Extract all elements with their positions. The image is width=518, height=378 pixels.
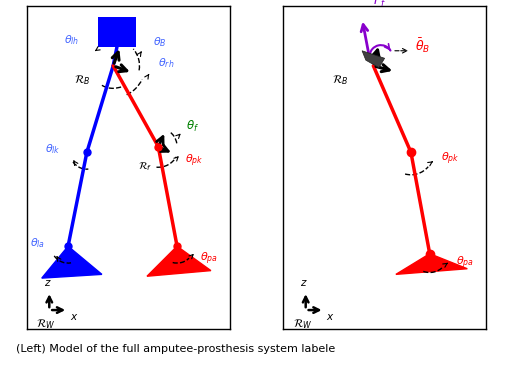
Text: $\mathcal{R}_B$: $\mathcal{R}_B$ [333, 73, 349, 87]
Text: $z$: $z$ [44, 279, 51, 288]
Text: $\bar{\theta}_B$: $\bar{\theta}_B$ [415, 36, 430, 55]
Text: (Left) Model of the full amputee-prosthesis system labele: (Left) Model of the full amputee-prosthe… [16, 344, 335, 354]
Text: $\theta_{la}$: $\theta_{la}$ [31, 236, 46, 250]
Text: $\theta_{pa}$: $\theta_{pa}$ [199, 251, 218, 267]
Text: $x$: $x$ [326, 312, 335, 322]
Text: $F_f$: $F_f$ [373, 0, 387, 9]
Text: $\mathcal{R}_f$: $\mathcal{R}_f$ [138, 160, 153, 172]
Text: $\theta_B$: $\theta_B$ [153, 35, 166, 49]
Polygon shape [362, 51, 384, 68]
Text: $\mathcal{R}_W$: $\mathcal{R}_W$ [36, 318, 55, 332]
Text: $\mathcal{R}_W$: $\mathcal{R}_W$ [293, 318, 312, 332]
Polygon shape [147, 246, 211, 276]
Polygon shape [396, 254, 467, 274]
Text: $\theta_{lk}$: $\theta_{lk}$ [45, 142, 61, 156]
Text: $\theta_f$: $\theta_f$ [186, 119, 199, 134]
Text: $\theta_{pa}$: $\theta_{pa}$ [456, 254, 474, 271]
Bar [98, 17, 136, 47]
Text: $\theta_{rh}$: $\theta_{rh}$ [159, 56, 175, 70]
Text: $\mathcal{R}_B$: $\mathcal{R}_B$ [74, 73, 91, 87]
Text: $\theta_{pk}$: $\theta_{pk}$ [441, 151, 459, 167]
Text: $\theta_{pk}$: $\theta_{pk}$ [184, 153, 203, 169]
Text: $\theta_{lh}$: $\theta_{lh}$ [64, 33, 80, 47]
Text: $z$: $z$ [300, 279, 308, 288]
Polygon shape [42, 246, 102, 278]
Text: $x$: $x$ [70, 312, 78, 322]
